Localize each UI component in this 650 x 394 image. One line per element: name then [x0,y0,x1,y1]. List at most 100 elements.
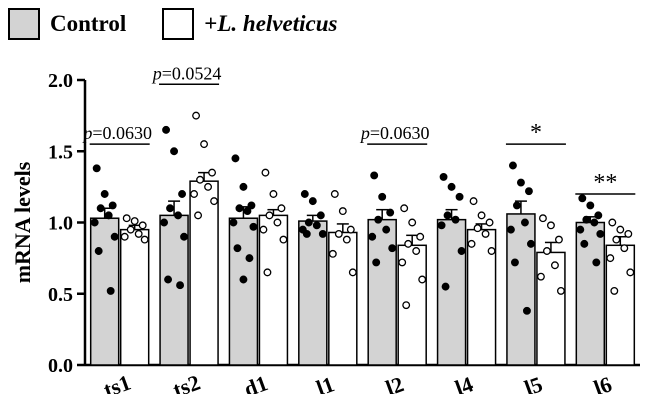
point-treated-l4 [477,211,486,220]
point-treated-ts2 [208,168,217,177]
point-control-l2 [368,232,377,241]
x-tick-label-ts2: ts2 [170,370,204,394]
point-treated-l6 [626,268,635,277]
point-control-l2 [386,208,395,217]
point-treated-d1 [259,225,268,234]
bar-control-l4 [436,218,467,366]
point-treated-l5 [542,247,551,255]
x-tick-label-l5: l5 [521,371,546,394]
point-treated-d1 [263,268,272,277]
point-control-l2 [370,171,379,180]
x-tick-label-l6: l6 [590,371,615,394]
point-control-l5 [522,306,531,315]
point-treated-ts1 [120,232,129,241]
point-control-l1 [304,218,313,227]
significance-label-4: ** [593,170,617,196]
point-treated-ts1 [122,214,131,223]
point-control-l1 [316,211,325,220]
point-control-ts2 [162,125,171,134]
point-treated-l4 [473,224,482,233]
point-treated-l1 [330,190,339,198]
point-treated-l2 [408,218,417,227]
point-control-ts1 [96,204,105,213]
point-treated-ts2 [190,190,199,198]
point-control-ts1 [108,201,117,210]
significance-label-1: p=0.0524 [151,63,222,83]
point-control-l5 [508,161,517,170]
bar-treated-ts1 [119,228,150,366]
point-treated-l4 [485,218,494,227]
legend-item-treated: + L. helveticus [162,8,337,40]
point-treated-ts1 [130,217,139,226]
point-treated-l1 [348,268,357,277]
point-control-l1 [318,229,327,238]
point-treated-l5 [546,221,555,230]
point-treated-ts2 [192,111,201,120]
point-treated-ts2 [194,211,203,220]
point-treated-l6 [610,286,619,295]
y-tick-label: 2.0 [48,70,73,92]
point-control-l4 [451,215,460,224]
point-control-l6 [586,201,595,210]
point-control-l1 [312,221,321,230]
point-control-d1 [233,244,242,253]
point-control-ts1 [106,286,115,295]
point-control-d1 [243,207,252,216]
bar-control-l1 [298,220,328,366]
point-treated-l5 [554,235,563,244]
point-treated-d1 [273,218,282,227]
point-control-l4 [437,221,446,230]
y-tick-label: 0.5 [48,284,73,306]
point-control-l2 [374,215,383,224]
point-control-ts2 [166,204,175,213]
bar-treated-l6 [605,244,636,366]
x-tick-label-l4: l4 [452,371,477,394]
point-treated-l2 [416,232,425,241]
point-treated-l4 [481,229,490,238]
legend-swatch-treated [162,8,195,40]
point-control-l5 [520,218,529,227]
point-treated-d1 [277,204,286,213]
point-treated-l4 [487,247,496,255]
point-control-l5 [526,239,535,248]
point-control-l6 [592,258,601,267]
point-treated-l5 [550,261,559,270]
legend-item-control: Control [8,8,126,40]
point-control-l2 [378,192,387,201]
point-treated-d1 [265,211,274,220]
point-control-l5 [510,258,519,267]
legend-label-treated-species: L. helveticus [217,11,338,36]
y-tick-label: 0.0 [48,355,73,377]
point-control-l4 [447,182,456,191]
point-treated-ts1 [138,221,147,230]
significance-label-2: p=0.0630 [359,123,430,143]
point-treated-l2 [404,239,413,248]
point-control-l2 [372,258,381,267]
point-treated-l6 [624,229,633,238]
point-control-l1 [300,190,309,198]
point-control-l5 [516,178,525,187]
point-control-l6 [576,225,585,234]
point-control-ts1 [92,164,101,173]
point-treated-ts1 [134,229,143,238]
point-control-l1 [308,197,317,206]
point-treated-ts1 [140,235,149,244]
point-treated-l1 [338,207,347,216]
point-treated-l6 [606,254,615,263]
point-control-l2 [388,244,397,253]
bar-control-l5 [506,213,536,366]
significance-label-3: * [530,120,542,146]
point-treated-l2 [402,301,411,310]
point-treated-l2 [400,204,409,213]
point-control-l6 [596,229,605,238]
x-tick-label-l2: l2 [382,371,407,394]
point-treated-l2 [398,258,407,267]
bar-control-l2 [367,218,397,366]
point-control-ts2 [170,147,179,156]
point-control-l5 [524,187,533,196]
point-treated-d1 [279,235,288,244]
point-treated-l5 [536,272,545,281]
point-treated-l1 [334,229,343,238]
bar-treated-l5 [536,251,566,366]
